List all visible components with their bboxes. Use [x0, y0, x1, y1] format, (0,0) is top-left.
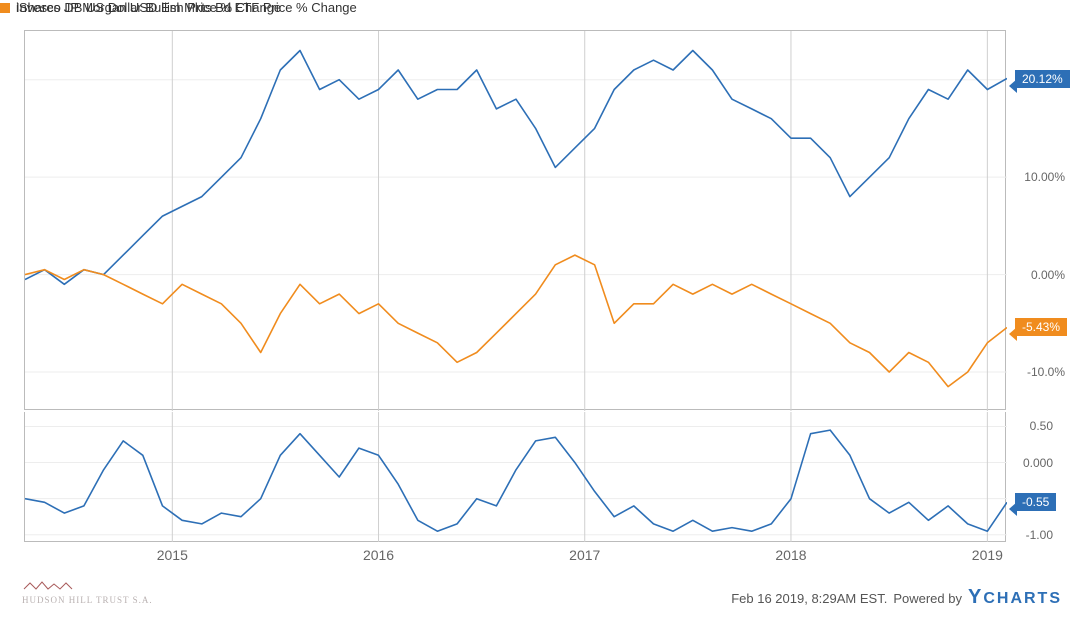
chart-footer: Feb 16 2019, 8:29AM EST. Powered by YCHA…	[731, 586, 1062, 609]
legend-swatch-emb	[0, 3, 10, 13]
xtick-label: 2018	[775, 547, 806, 563]
upper-price-chart: 20.00%10.00%0.00%-10.0%20.12%-5.43%	[24, 30, 1006, 410]
upper-chart-svg	[25, 31, 1007, 411]
upper-ytick-label: 10.00%	[1024, 170, 1065, 184]
xtick-label: 2019	[972, 547, 1003, 563]
watermark-icon	[22, 579, 82, 593]
series-end-badge-text: 20.12%	[1015, 70, 1070, 88]
xtick-label: 2015	[157, 547, 188, 563]
lower-ytick-label: -1.00	[1026, 528, 1053, 542]
series-end-badge-text: -5.43%	[1015, 318, 1067, 336]
lower-ytick-label: 0.50	[1030, 419, 1053, 433]
lower-ytick-label: 0.000	[1023, 456, 1053, 470]
lower-chart-svg	[25, 412, 1007, 542]
legend-item-emb: iShares JP Morgan USD Em Mkts Bd ETF Pri…	[0, 0, 357, 15]
ycharts-logo-text: CHARTS	[983, 590, 1062, 607]
xtick-label: 2017	[569, 547, 600, 563]
xtick-label: 2016	[363, 547, 394, 563]
watermark-text: HUDSON HILL TRUST S.A.	[22, 595, 153, 605]
legend-label-emb: iShares JP Morgan USD Em Mkts Bd ETF Pri…	[16, 0, 357, 15]
corr-end-badge-text: -0.55	[1015, 493, 1056, 511]
watermark-logo: HUDSON HILL TRUST S.A.	[22, 579, 153, 605]
upper-ytick-label: -10.0%	[1027, 365, 1065, 379]
footer-timestamp: Feb 16 2019, 8:29AM EST.	[731, 591, 887, 606]
footer-powered-by: Powered by	[893, 591, 962, 606]
ycharts-logo: YCHARTS	[968, 586, 1062, 609]
lower-correlation-chart: 0.500.000-0.50-1.0020152016201720182019-…	[24, 412, 1006, 542]
upper-ytick-label: 0.00%	[1031, 268, 1065, 282]
